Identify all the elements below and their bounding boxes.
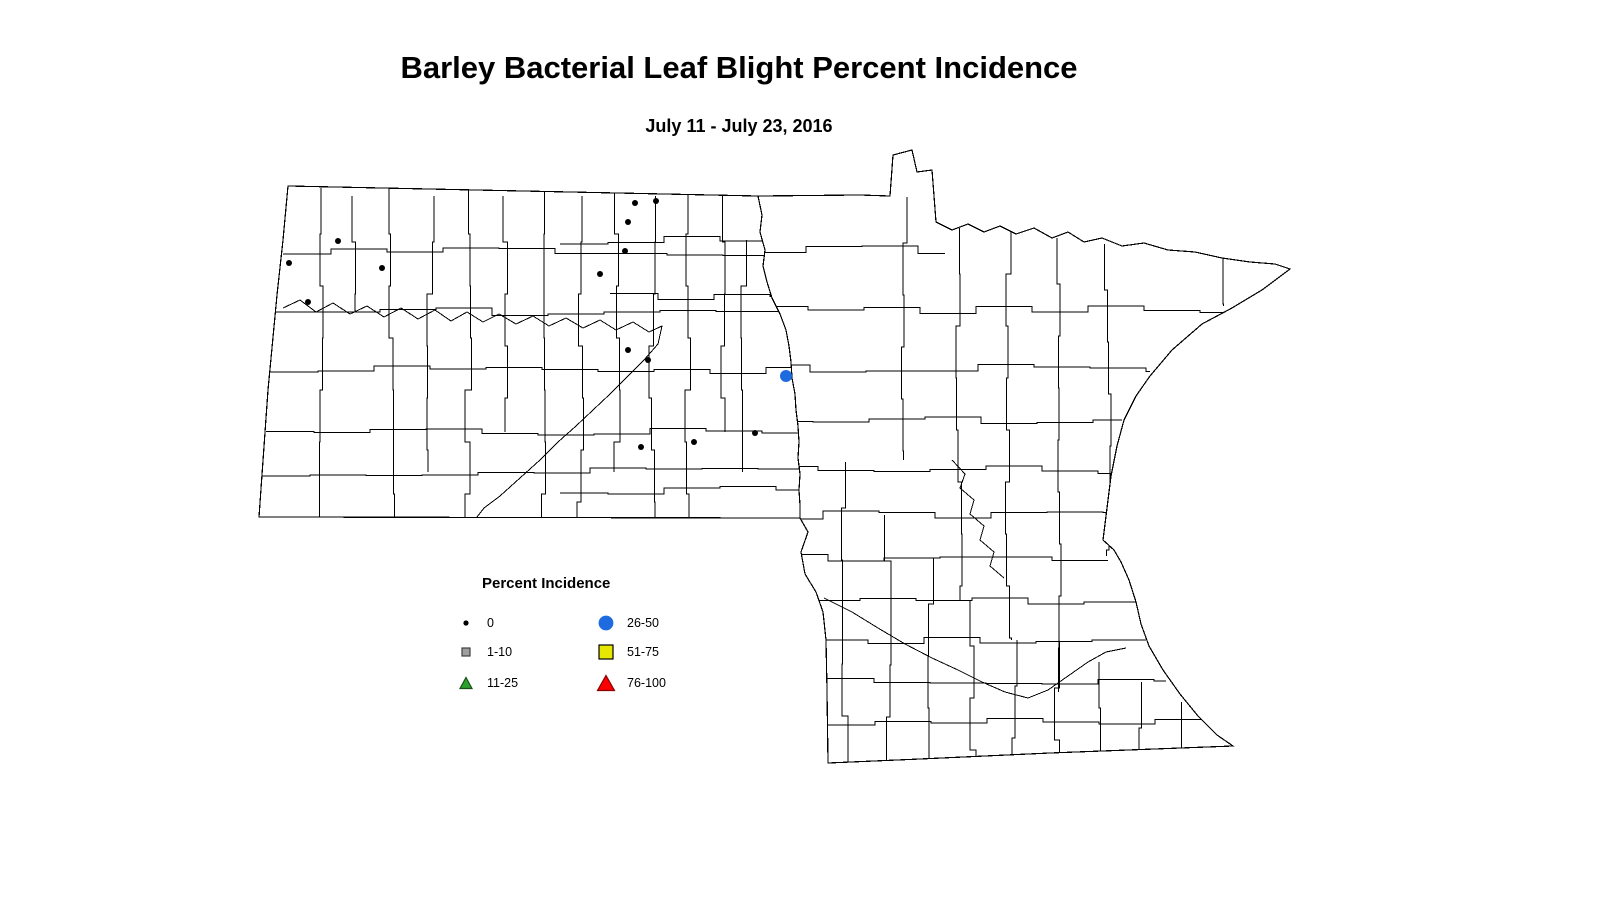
- legend-title: Percent Incidence: [482, 575, 611, 592]
- map-point-26-50: [780, 370, 792, 382]
- legend-item-label: 1-10: [487, 645, 513, 659]
- legend-item-label: 76-100: [627, 676, 666, 690]
- map-point-0: [645, 357, 651, 363]
- minnesota-outline: [757, 149, 1292, 764]
- large-red-triangle-icon: [596, 674, 616, 692]
- map-point-0: [632, 200, 638, 206]
- map-point-0: [305, 299, 311, 305]
- page-title: Barley Bacterial Leaf Blight Percent Inc…: [400, 50, 1078, 85]
- legend-item-label: 51-75: [627, 645, 659, 659]
- legend-item-4: 51-75: [596, 642, 659, 662]
- legend-item-5: 76-100: [596, 673, 666, 693]
- large-yellow-square-icon: [598, 644, 614, 660]
- legend-item-label: 0: [487, 616, 494, 630]
- small-gray-square-icon: [461, 647, 471, 657]
- large-blue-circle-icon: [598, 615, 614, 631]
- map-markers: [286, 198, 792, 450]
- map-point-0: [638, 444, 644, 450]
- legend-item-label: 26-50: [627, 616, 659, 630]
- map-point-0: [622, 248, 628, 254]
- small-green-triangle-icon: [458, 676, 474, 690]
- map-point-0: [335, 238, 341, 244]
- map-point-0: [379, 265, 385, 271]
- legend-item-0: 0: [456, 613, 494, 633]
- map-point-0: [286, 260, 292, 266]
- legend-item-3: 26-50: [596, 613, 659, 633]
- legend-item-1: 1-10: [456, 642, 512, 662]
- map-point-0: [691, 439, 697, 445]
- map-point-0: [625, 219, 631, 225]
- page-subtitle: July 11 - July 23, 2016: [645, 116, 833, 136]
- map-point-0: [752, 430, 758, 436]
- map-point-0: [597, 271, 603, 277]
- river-boundaries: [282, 299, 1127, 699]
- map-point-0: [625, 347, 631, 353]
- map-point-0: [653, 198, 659, 204]
- north-dakota-county-lines: [262, 188, 800, 517]
- legend-item-2: 11-25: [456, 673, 518, 693]
- small-black-dot-icon: [463, 620, 469, 626]
- legend-item-label: 11-25: [487, 676, 519, 690]
